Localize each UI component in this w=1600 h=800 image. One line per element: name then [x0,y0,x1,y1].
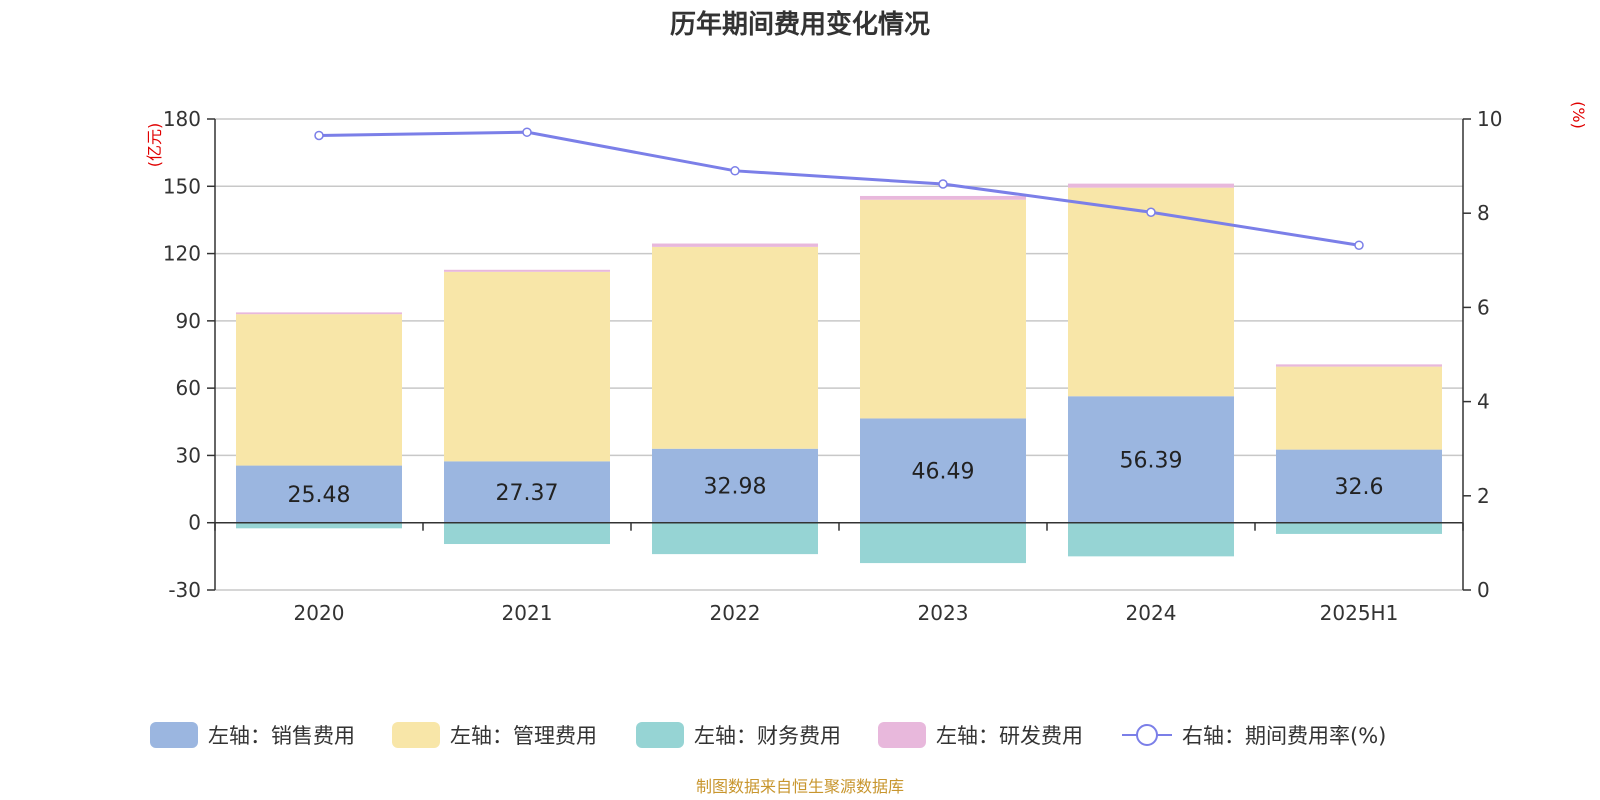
left-tick-label: 180 [163,107,201,131]
legend-label: 左轴：管理费用 [450,724,597,748]
bar [652,243,818,247]
bar [236,312,402,315]
bar [1068,396,1234,523]
rate-point [522,127,532,137]
left-axis-unit: (亿元) [145,123,164,168]
right-tick-label: 6 [1477,295,1490,319]
rate-point [1146,207,1156,218]
bar-value-label: 56.39 [1120,448,1183,473]
rate-point [1354,240,1364,250]
bar-value-label: 27.37 [496,481,559,506]
bar [236,522,402,529]
bar [652,448,818,523]
right-tick-label: 10 [1477,107,1502,131]
left-tick-label: 60 [176,376,201,400]
bar-labels: 25.48 27.37 32.98 46.49 56.39 32.6 [288,448,1384,508]
bar [236,314,402,466]
left-tick-label: 0 [188,511,201,535]
bar [444,271,610,462]
left-tick-label: 30 [176,443,201,467]
category-label: 2023 [918,601,969,625]
bar [1276,522,1442,534]
category-label: 2024 [1126,601,1177,625]
bar-value-label: 32.6 [1335,475,1384,500]
bar [860,195,1026,200]
legend: 左轴：销售费用 左轴：管理费用 左轴：财务费用 左轴：研发费用 右轴：期间费用率(%) [150,722,1386,748]
category-label: 2021 [502,601,553,625]
rate-point [938,179,948,189]
right-tick-label: 8 [1477,201,1490,225]
bar [1068,522,1234,557]
right-axis-unit: (%) [1569,101,1588,129]
right-tick-label: 0 [1477,578,1490,602]
right-tick-label: 4 [1477,390,1490,414]
bar [860,418,1026,523]
bar [1276,449,1442,523]
bar [444,522,610,545]
left-tick-label: 150 [163,174,201,198]
rate-point [314,130,324,141]
source-note: 制图数据来自恒生聚源数据库 [696,777,904,796]
bar [444,269,610,272]
axes: -30 0 30 60 90 120 150 180 0 2 4 6 8 10 2020 2021 2022 20… [163,107,1503,625]
chart-title: 历年期间费用变化情况 [670,9,930,40]
legend-label: 左轴：销售费用 [208,724,355,748]
legend-swatch [150,722,198,748]
rate-point [730,166,740,176]
bar-value-label: 32.98 [704,475,767,500]
right-tick-label: 2 [1477,484,1490,508]
bar [652,522,818,555]
bar-series [236,183,1442,564]
rate-line-series [314,127,1364,250]
bar [1276,364,1442,367]
left-tick-label: 90 [176,309,201,333]
left-tick-label: -30 [168,578,201,602]
bar [444,461,610,523]
bar [1276,366,1442,450]
category-label: 2020 [294,601,345,625]
left-tick-label: 120 [163,242,201,266]
grid-lines [215,118,1463,591]
bar [860,522,1026,564]
legend-label: 左轴：财务费用 [694,724,841,748]
legend-label: 左轴：研发费用 [936,724,1083,748]
legend-swatch [878,722,926,748]
bar [860,199,1026,419]
bar [652,246,818,449]
category-label: 2022 [710,601,761,625]
bar [1068,183,1234,188]
legend-marker [1136,724,1158,746]
legend-swatch [392,722,440,748]
legend-label: 右轴：期间费用率(%) [1182,724,1386,748]
category-label: 2025H1 [1320,601,1399,625]
bar [236,465,402,523]
bar [1068,187,1234,397]
rate-line [318,130,1360,247]
bar-value-label: 46.49 [912,460,975,485]
bar-value-label: 25.48 [288,483,351,508]
legend-swatch [636,722,684,748]
